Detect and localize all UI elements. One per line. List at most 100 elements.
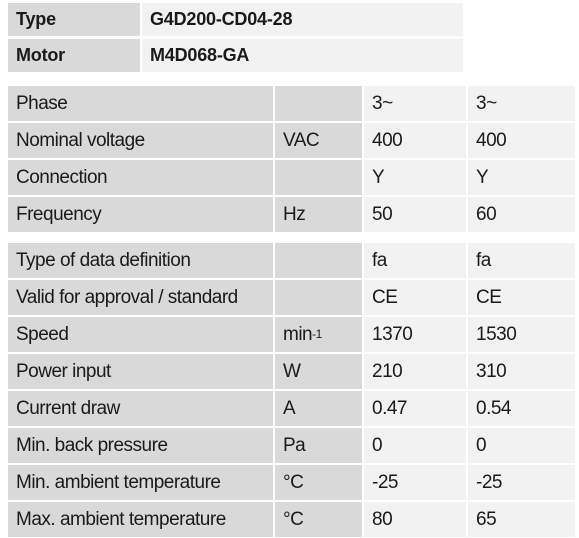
row-value-text: 1370 [372, 323, 413, 345]
header-value-text: M4D068-GA [150, 45, 250, 65]
row-value-text: 50 [372, 203, 393, 225]
header-label: Motor [8, 39, 140, 72]
row-unit: Hz [275, 197, 362, 232]
row-label: Valid for approval / standard [8, 280, 273, 315]
row-label-text: Frequency [16, 203, 102, 225]
row-unit: W [275, 354, 362, 389]
row-unit-text: min [283, 323, 313, 345]
row-unit [275, 243, 362, 278]
header-label: Type [8, 3, 140, 36]
row-value: 3~ [468, 86, 575, 121]
row-value: 80 [364, 502, 466, 537]
row-unit [275, 86, 362, 121]
row-unit: min -1 [275, 317, 362, 352]
row-value-text: 400 [476, 129, 507, 151]
row-label: Power input [8, 354, 273, 389]
row-value-text: Y [476, 166, 489, 188]
row-value-text: 65 [476, 508, 497, 530]
row-value: CE [468, 280, 575, 315]
row-value-text: 400 [372, 129, 403, 151]
row-label: Type of data definition [8, 243, 273, 278]
row-label-text: Current draw [16, 397, 120, 419]
row-label: Speed [8, 317, 273, 352]
header-value-text: G4D200-CD04-28 [150, 9, 293, 29]
row-value-text: 3~ [476, 92, 497, 114]
row-label-text: Nominal voltage [16, 129, 145, 151]
row-value: 0.54 [468, 391, 575, 426]
row-value: 1530 [468, 317, 575, 352]
header-value: G4D200-CD04-28 [142, 3, 463, 36]
row-label: Min. back pressure [8, 428, 273, 463]
row-unit: °C [275, 502, 362, 537]
row-value: fa [364, 243, 466, 278]
row-unit-text: °C [283, 471, 304, 493]
row-value-text: 310 [476, 360, 507, 382]
row-value-text: fa [476, 249, 491, 271]
header-label-text: Motor [16, 45, 65, 65]
row-value: -25 [468, 465, 575, 500]
row-value-text: -25 [476, 471, 502, 493]
row-value-text: 60 [476, 203, 497, 225]
row-label-text: Phase [16, 92, 68, 114]
row-unit: Pa [275, 428, 362, 463]
row-label: Connection [8, 160, 273, 195]
row-label-text: Power input [16, 360, 111, 382]
row-unit-text: Pa [283, 434, 306, 456]
row-value: fa [468, 243, 575, 278]
row-value: -25 [364, 465, 466, 500]
row-value: 1370 [364, 317, 466, 352]
row-value: 210 [364, 354, 466, 389]
row-label: Frequency [8, 197, 273, 232]
row-value: CE [364, 280, 466, 315]
row-value-text: 210 [372, 360, 403, 382]
row-label-text: Connection [16, 166, 108, 188]
row-value-text: Y [372, 166, 385, 188]
row-value: 60 [468, 197, 575, 232]
row-value-text: 80 [372, 508, 393, 530]
row-unit-text: W [283, 360, 301, 382]
row-unit: °C [275, 465, 362, 500]
row-unit-text: Hz [283, 203, 306, 225]
row-unit [275, 280, 362, 315]
row-value: 50 [364, 197, 466, 232]
row-label: Max. ambient temperature [8, 502, 273, 537]
row-value: 0 [364, 428, 466, 463]
row-label-text: Valid for approval / standard [16, 286, 238, 308]
row-value-text: CE [372, 286, 398, 308]
row-value-text: 0 [372, 434, 383, 456]
row-value: 400 [468, 123, 575, 158]
row-value: 3~ [364, 86, 466, 121]
row-value-text: -25 [372, 471, 398, 493]
row-unit-text: VAC [283, 129, 320, 151]
row-value: Y [468, 160, 575, 195]
row-label-text: Min. back pressure [16, 434, 168, 456]
row-value-text: 0.54 [476, 397, 511, 419]
row-unit-text: °C [283, 508, 304, 530]
row-unit [275, 160, 362, 195]
row-value-text: 0 [476, 434, 487, 456]
row-unit: VAC [275, 123, 362, 158]
row-label-text: Min. ambient temperature [16, 471, 221, 493]
row-label-text: Type of data definition [16, 249, 191, 271]
row-value: 65 [468, 502, 575, 537]
row-unit-text: A [283, 397, 296, 419]
row-value-text: 0.47 [372, 397, 407, 419]
row-value: 310 [468, 354, 575, 389]
row-label-text: Max. ambient temperature [16, 508, 226, 530]
header-label-text: Type [16, 9, 56, 29]
row-unit: A [275, 391, 362, 426]
row-value-text: fa [372, 249, 387, 271]
header-value: M4D068-GA [142, 39, 463, 72]
row-label: Current draw [8, 391, 273, 426]
row-value-text: CE [476, 286, 502, 308]
row-value: Y [364, 160, 466, 195]
row-value-text: 1530 [476, 323, 517, 345]
row-value: 0 [468, 428, 575, 463]
row-label-text: Speed [16, 323, 69, 345]
row-value-text: 3~ [372, 92, 393, 114]
row-label: Min. ambient temperature [8, 465, 273, 500]
row-value: 400 [364, 123, 466, 158]
row-value: 0.47 [364, 391, 466, 426]
row-label: Nominal voltage [8, 123, 273, 158]
